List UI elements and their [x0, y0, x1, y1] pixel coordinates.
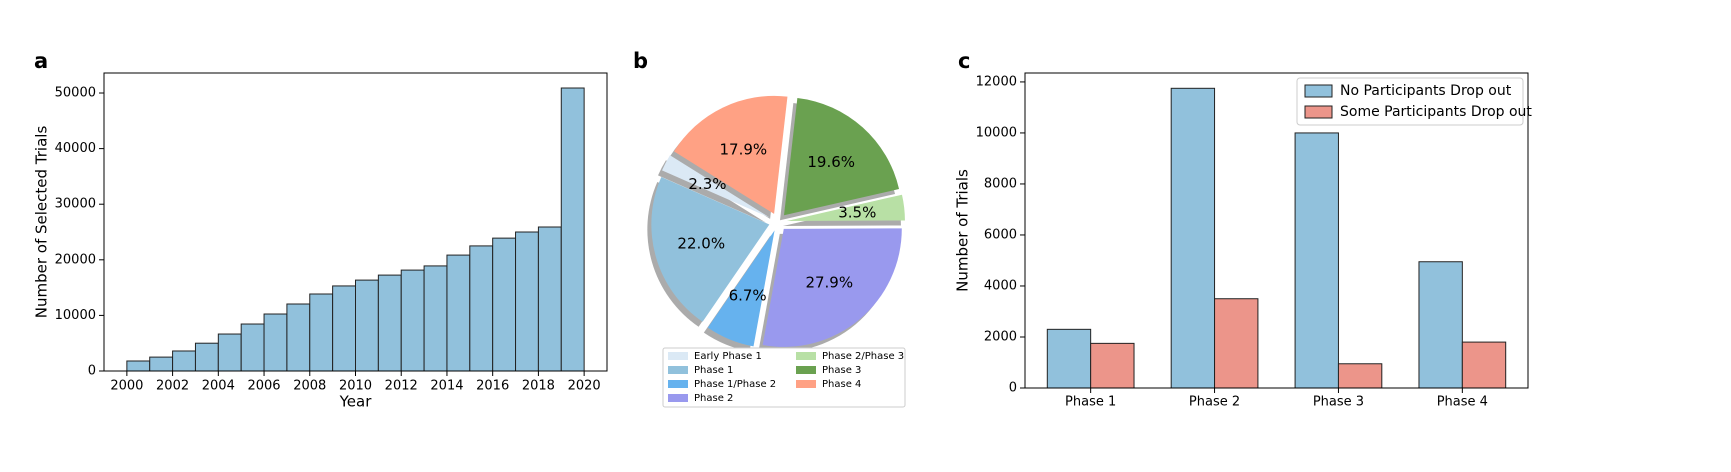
pie-label: 27.9%: [805, 274, 853, 292]
pie-slice: [651, 177, 770, 322]
x-tick-label: 2012: [385, 379, 418, 394]
y-tick-label: 30000: [55, 197, 96, 212]
pie-slice: [762, 228, 902, 347]
histogram-bar: [172, 350, 196, 372]
legend-box: [1296, 77, 1524, 126]
legend-swatch: [668, 352, 688, 360]
histogram-bar: [126, 360, 151, 372]
bar: [1090, 342, 1135, 389]
y-tick-label: 10000: [976, 125, 1017, 140]
x-tick-label: 2020: [568, 379, 601, 394]
legend-swatch: [1304, 84, 1333, 98]
histogram-bar: [286, 303, 311, 372]
pie-label: 6.7%: [729, 286, 767, 304]
histogram-bar: [560, 87, 585, 372]
legend-swatch: [1304, 105, 1333, 119]
bar: [1461, 341, 1507, 389]
x-tick-label: 2010: [339, 379, 372, 394]
y-axis-label: Number of Trials: [954, 169, 972, 292]
axes-frame: [1024, 72, 1529, 389]
y-tick-label: 10000: [55, 308, 96, 323]
panel-label: c: [958, 49, 970, 73]
histogram-bar: [217, 333, 242, 372]
y-tick-label: 12000: [976, 74, 1017, 89]
pie-slice: [674, 95, 788, 214]
histogram-bar: [400, 269, 425, 372]
x-tick-label: 2018: [522, 379, 555, 394]
bar: [1170, 87, 1216, 389]
legend-label: Early Phase 1: [694, 351, 762, 362]
y-axis-label: Number of Selected Trials: [33, 126, 51, 319]
legend-label: No Participants Drop out: [1340, 83, 1512, 99]
legend-box: [662, 347, 906, 408]
histogram-bar: [309, 293, 334, 372]
histogram-bar: [355, 279, 379, 372]
legend-label: Phase 4: [822, 379, 861, 390]
histogram-bar: [332, 285, 356, 372]
pie-label: 17.9%: [720, 141, 768, 159]
panel-label: a: [34, 49, 48, 73]
legend-label: Phase 2: [694, 393, 733, 404]
x-tick-label: 2016: [476, 379, 509, 394]
x-tick-label: 2008: [293, 379, 326, 394]
y-tick-label: 0: [1009, 381, 1017, 396]
bar: [1046, 328, 1092, 389]
y-tick-label: 40000: [55, 141, 96, 156]
legend-swatch: [668, 366, 688, 374]
axes-frame: [103, 72, 608, 372]
histogram-bar: [537, 226, 562, 372]
x-tick-label: 2006: [247, 379, 280, 394]
pie-label: 2.3%: [688, 175, 726, 193]
bar: [1418, 261, 1463, 389]
y-tick-label: 0: [88, 364, 96, 379]
y-tick-label: 20000: [55, 252, 96, 267]
histogram-bar: [423, 265, 448, 372]
pie-label: 22.0%: [677, 234, 725, 252]
histogram-bar: [194, 342, 219, 372]
x-tick-label: Phase 1: [1065, 395, 1116, 410]
x-tick-label: Phase 4: [1437, 395, 1488, 410]
histogram-bar: [446, 254, 471, 372]
legend-label: Phase 2/Phase 3: [822, 351, 904, 362]
bar: [1337, 363, 1383, 389]
histogram-bar: [240, 323, 265, 372]
legend-label: Some Participants Drop out: [1340, 104, 1532, 120]
pie-slice: [784, 98, 900, 216]
histogram-bar: [492, 237, 517, 372]
histogram-bar: [377, 274, 402, 372]
pie-slice: [662, 155, 771, 218]
x-tick-label: Phase 3: [1313, 395, 1364, 410]
legend-swatch: [668, 380, 688, 388]
y-tick-label: 6000: [984, 227, 1017, 242]
histogram-bar: [263, 313, 288, 372]
x-tick-label: 2014: [430, 379, 463, 394]
histogram-bar: [469, 245, 494, 372]
legend-label: Phase 1/Phase 2: [694, 379, 776, 390]
legend-label: Phase 3: [822, 365, 861, 376]
x-tick-label: Phase 2: [1189, 395, 1240, 410]
histogram-bar: [515, 231, 539, 372]
x-tick-label: 2004: [202, 379, 235, 394]
y-tick-label: 4000: [984, 278, 1017, 293]
x-axis-label: Year: [339, 393, 373, 411]
x-tick-label: 2000: [110, 379, 143, 394]
histogram-bar: [149, 356, 174, 372]
y-tick-label: 50000: [55, 86, 96, 101]
pie-slice: [786, 194, 905, 221]
pie-label: 19.6%: [807, 153, 855, 171]
pie-label: 3.5%: [838, 203, 876, 221]
y-tick-label: 8000: [984, 176, 1017, 191]
legend-swatch: [668, 394, 688, 402]
bar: [1214, 298, 1259, 389]
legend-swatch: [796, 352, 816, 360]
pie-slice: [707, 230, 775, 347]
legend-swatch: [796, 366, 816, 374]
legend-label: Phase 1: [694, 365, 733, 376]
y-tick-label: 2000: [984, 329, 1017, 344]
x-tick-label: 2002: [156, 379, 189, 394]
legend-swatch: [796, 380, 816, 388]
bar: [1294, 132, 1339, 389]
panel-label: b: [633, 49, 648, 73]
